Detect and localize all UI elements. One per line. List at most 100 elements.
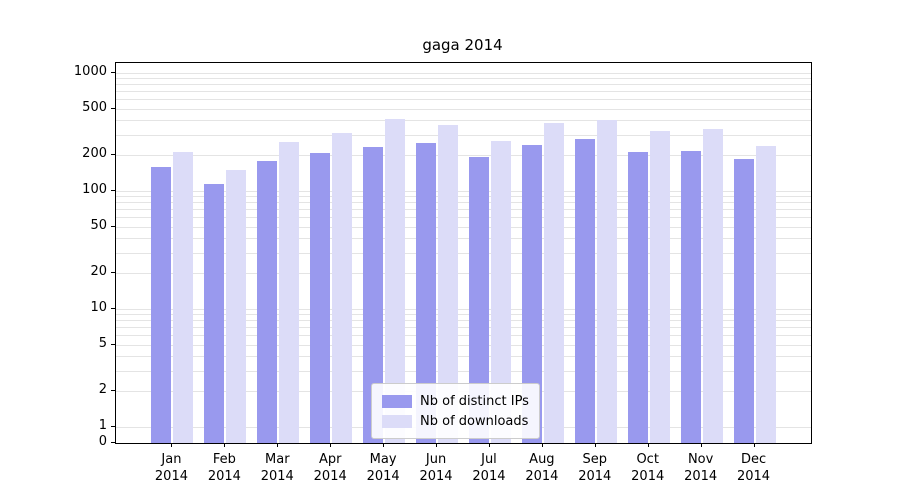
bar-distinct-ips	[416, 143, 437, 443]
legend-swatch	[382, 414, 412, 428]
gridline	[116, 309, 811, 310]
x-tick-mark	[541, 443, 543, 447]
gridline	[116, 91, 811, 93]
x-tick-mark	[594, 443, 596, 447]
gridline	[116, 273, 811, 275]
gridline	[116, 209, 811, 211]
bar-distinct-ips	[680, 150, 701, 443]
x-tick-mark	[647, 443, 649, 447]
y-tick-label: 0	[98, 434, 107, 449]
gridline	[116, 191, 811, 192]
bar-downloads	[226, 170, 247, 443]
bar-downloads	[596, 119, 617, 443]
y-tick-label: 2	[98, 382, 107, 398]
chart-title: gaga 2014	[422, 36, 503, 54]
gridline	[116, 320, 811, 322]
x-tick-label: Jul 2014	[472, 452, 506, 484]
bar-distinct-ips	[733, 159, 754, 443]
bar-downloads	[173, 151, 194, 443]
gridline	[116, 370, 811, 372]
x-tick-label: Aug 2014	[525, 452, 559, 484]
y-tick-mark	[111, 442, 115, 443]
gridline	[116, 73, 811, 74]
bar-distinct-ips	[257, 160, 278, 443]
bar-downloads	[702, 129, 723, 443]
x-tick-mark	[330, 443, 332, 447]
x-tick-mark	[383, 443, 385, 447]
x-tick-label: Apr 2014	[313, 452, 347, 484]
legend-label: Nb of distinct IPs	[420, 393, 529, 409]
y-tick-label: 500	[82, 99, 107, 115]
x-tick-label: Jun 2014	[419, 452, 453, 484]
bar-distinct-ips	[627, 151, 648, 443]
gridline	[116, 327, 811, 329]
legend-row: Nb of downloads	[382, 411, 529, 431]
legend-row: Nb of distinct IPs	[382, 391, 529, 411]
gridline	[116, 226, 811, 228]
gridline	[116, 335, 811, 337]
gridline	[116, 99, 811, 101]
bar-downloads	[332, 133, 353, 443]
x-tick-label: Feb 2014	[207, 452, 241, 484]
y-tick-mark	[111, 190, 115, 191]
y-tick-mark	[111, 72, 115, 73]
legend: Nb of distinct IPs Nb of downloads	[371, 383, 540, 439]
y-tick-mark	[111, 154, 115, 156]
gridline	[116, 237, 811, 239]
x-tick-mark	[171, 443, 173, 447]
x-tick-label: Dec 2014	[736, 452, 771, 484]
x-tick-label: Nov 2014	[684, 452, 718, 484]
y-tick-mark	[111, 225, 115, 227]
x-tick-label: May 2014	[366, 452, 400, 484]
x-tick-mark	[436, 443, 438, 447]
y-tick-label: 1	[98, 418, 107, 433]
gridline	[116, 217, 811, 219]
bar-distinct-ips	[468, 156, 489, 443]
y-tick-label: 20	[90, 264, 107, 280]
bar-downloads	[649, 131, 670, 443]
bar-distinct-ips	[151, 166, 172, 443]
x-tick-mark	[488, 443, 490, 447]
gridline	[116, 108, 811, 110]
gridline	[116, 252, 811, 254]
bar-distinct-ips	[310, 152, 331, 443]
x-tick-label: Mar 2014	[260, 452, 294, 484]
gridline	[116, 134, 811, 136]
y-tick-mark	[111, 272, 115, 274]
gridline	[116, 196, 811, 198]
gridline	[116, 355, 811, 357]
x-tick-mark	[277, 443, 279, 447]
gridline	[116, 314, 811, 316]
legend-label: Nb of downloads	[420, 413, 529, 429]
y-tick-mark	[111, 426, 115, 427]
bar-distinct-ips	[574, 139, 595, 443]
y-tick-label: 50	[90, 217, 107, 233]
gridline	[116, 155, 811, 157]
x-tick-mark	[753, 443, 755, 447]
bar-downloads	[543, 123, 564, 443]
gridline	[116, 119, 811, 121]
x-tick-label: Jan 2014	[154, 452, 188, 484]
y-tick-mark	[111, 390, 115, 392]
bar-downloads	[755, 146, 776, 443]
bar-downloads	[438, 125, 459, 443]
y-tick-label: 5	[98, 335, 107, 351]
y-tick-label: 10	[90, 300, 107, 315]
x-tick-mark	[224, 443, 226, 447]
y-tick-mark	[111, 343, 115, 345]
gridline	[116, 84, 811, 86]
y-tick-label: 100	[82, 182, 107, 197]
y-tick-mark	[111, 308, 115, 309]
gridline	[116, 202, 811, 204]
bar-distinct-ips	[363, 147, 384, 443]
legend-swatch	[382, 394, 412, 408]
bar-downloads	[490, 141, 511, 443]
gridline	[116, 344, 811, 346]
x-tick-label: Sep 2014	[578, 452, 612, 484]
bar-downloads	[279, 142, 300, 443]
bar-distinct-ips	[521, 145, 542, 443]
y-tick-label: 1000	[73, 64, 107, 79]
plot-area: Nb of distinct IPs Nb of downloads	[115, 62, 812, 444]
y-tick-label: 200	[82, 146, 107, 162]
